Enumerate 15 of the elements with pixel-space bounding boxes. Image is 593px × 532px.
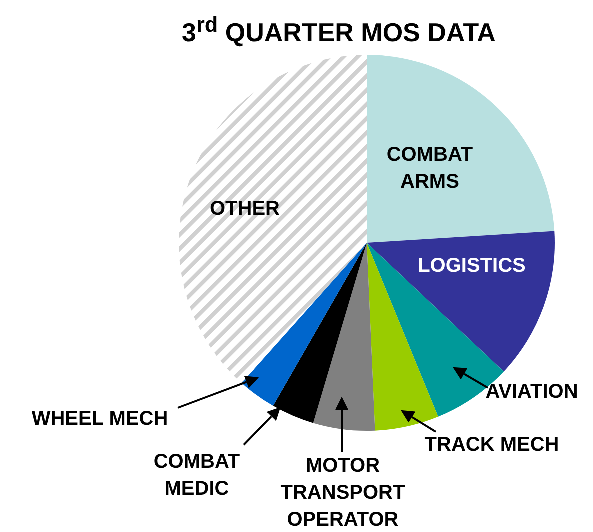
pie-slice bbox=[367, 55, 555, 243]
slice-label: LOGISTICS bbox=[418, 255, 526, 278]
slice-label: OTHER bbox=[210, 198, 281, 220]
slice-label: WHEEL MECH bbox=[32, 408, 168, 430]
pie-slice bbox=[313, 243, 376, 431]
chart-title: 3$^{rd}$ QUARTER MOS DATA bbox=[181, 12, 497, 49]
pie-slice bbox=[273, 243, 367, 424]
slice-label: MOTOR TRANSPORT OPERATOR bbox=[280, 455, 406, 532]
slice-label: COMBAT ARMS bbox=[386, 144, 474, 194]
pie-slice bbox=[179, 55, 367, 384]
pie-slice bbox=[367, 231, 555, 372]
pie-slice bbox=[242, 243, 367, 406]
slice-label: AVIATION bbox=[486, 381, 578, 404]
slice-label: TRACK MECH bbox=[424, 434, 560, 456]
slice-label: COMBAT MEDIC bbox=[154, 451, 240, 500]
